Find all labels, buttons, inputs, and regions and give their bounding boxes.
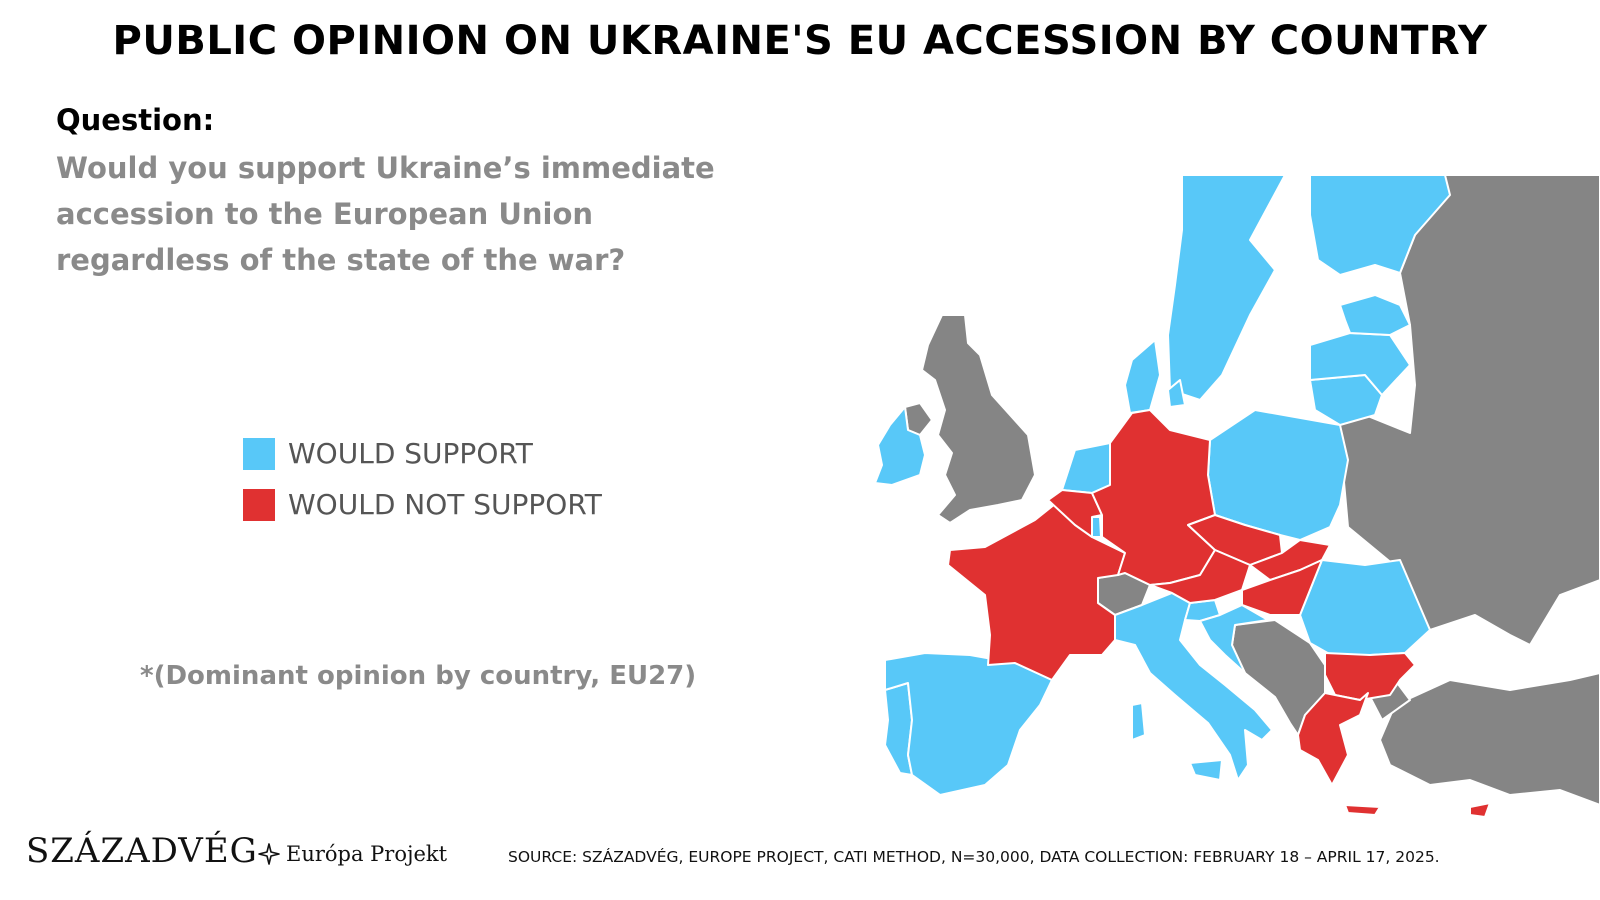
- europa-projekt-label: Európa Projekt: [286, 842, 448, 866]
- page-title: PUBLIC OPINION ON UKRAINE'S EU ACCESSION…: [112, 18, 1488, 64]
- country-uk: [921, 314, 1036, 524]
- legend-swatch-not-support: [243, 488, 275, 521]
- country-belgium: [1047, 489, 1103, 538]
- country-denmark-zealand: [1167, 379, 1186, 408]
- legend-item-support: WOULD SUPPORT: [243, 428, 602, 479]
- country-bulgaria: [1324, 652, 1416, 701]
- question-text: Would you support Ukraine’s immediate ac…: [56, 151, 715, 277]
- question-label: Question:: [56, 103, 215, 137]
- country-crete: [1344, 804, 1381, 816]
- country-portugal: [884, 682, 913, 776]
- country-denmark: [1124, 339, 1161, 414]
- country-finland: [1309, 175, 1451, 276]
- legend-swatch-support: [243, 437, 275, 470]
- country-greece: [1297, 692, 1369, 786]
- country-turkey: [1379, 672, 1600, 806]
- country-estonia: [1339, 294, 1411, 336]
- europe-map: [874, 175, 1600, 818]
- country-cyprus: [1469, 802, 1491, 818]
- country-ireland: [874, 406, 926, 486]
- country-russia-east: [1327, 175, 1600, 646]
- country-croatia: [1199, 604, 1269, 674]
- legend-label-not-support: WOULD NOT SUPPORT: [288, 488, 602, 521]
- legend: WOULD SUPPORT WOULD NOT SUPPORT: [243, 428, 602, 530]
- country-sardinia: [1131, 702, 1146, 741]
- szazadveg-logo: SZÁZADVÉG: [26, 831, 258, 871]
- star-icon: [258, 843, 280, 865]
- country-luxembourg: [1091, 516, 1102, 538]
- country-sicily: [1189, 759, 1223, 781]
- source-note: SOURCE: SZÁZADVÉG, EUROPE PROJECT, CATI …: [508, 848, 1440, 866]
- europa-projekt-logo: Európa Projekt: [258, 842, 447, 866]
- country-austria: [1149, 549, 1251, 604]
- country-hungary: [1241, 559, 1323, 616]
- country-netherlands: [1061, 442, 1111, 494]
- country-sweden: [1167, 175, 1286, 401]
- footnote: *(Dominant opinion by country, EU27): [140, 661, 697, 691]
- legend-label-support: WOULD SUPPORT: [288, 437, 533, 470]
- legend-item-not-support: WOULD NOT SUPPORT: [243, 479, 602, 530]
